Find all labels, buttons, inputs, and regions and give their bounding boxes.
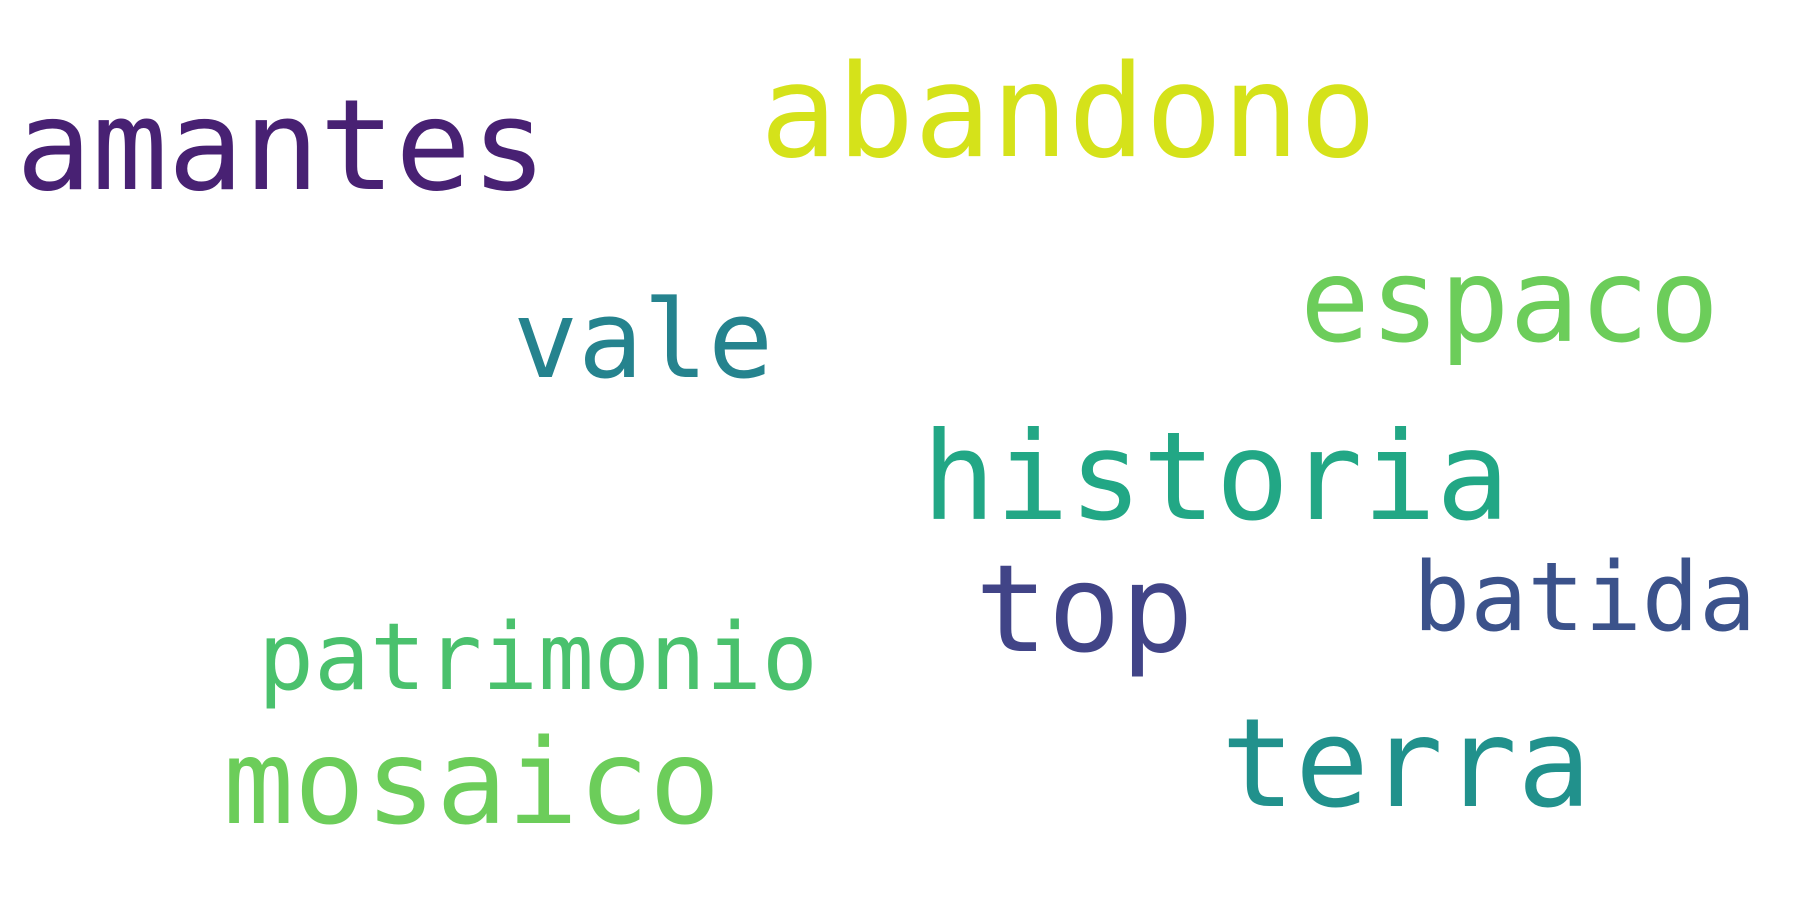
word-top: top bbox=[975, 539, 1194, 680]
word-amantes: amantes bbox=[16, 72, 548, 219]
word-batida: batida bbox=[1413, 543, 1757, 653]
word-espaco: espaco bbox=[1300, 234, 1720, 369]
word-vale: vale bbox=[513, 278, 774, 403]
word-patrimonio: patrimonio bbox=[258, 603, 818, 711]
word-mosaico: mosaico bbox=[223, 713, 721, 851]
word-historia: historia bbox=[922, 406, 1510, 548]
word-abandono: abandono bbox=[760, 38, 1377, 187]
word-terra: terra bbox=[1221, 693, 1592, 836]
